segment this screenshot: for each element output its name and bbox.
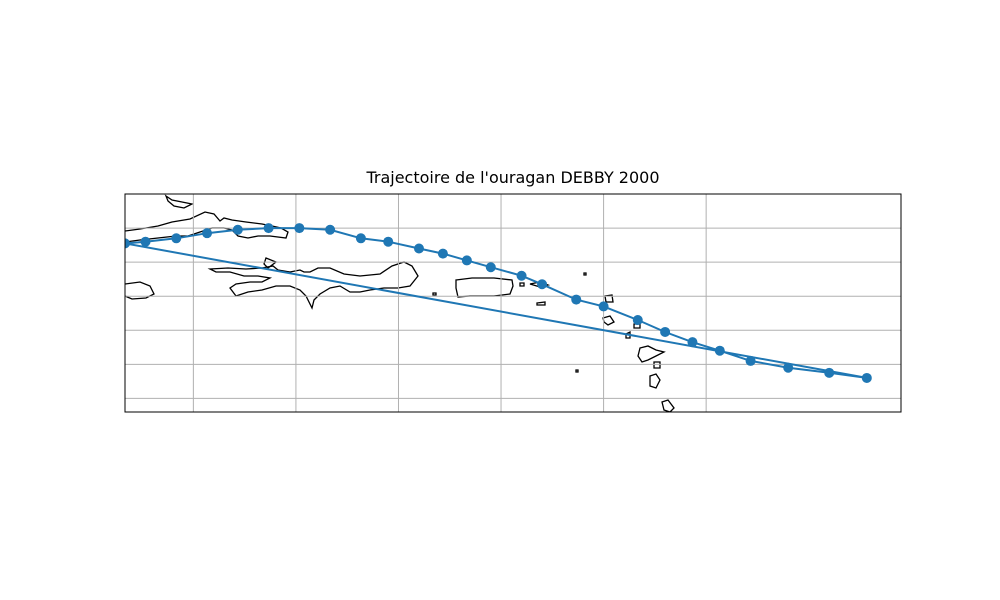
coastline-grenadines (575, 369, 579, 373)
coastline-hispaniola-isle (263, 257, 278, 269)
coastline-islet-1 (536, 301, 546, 306)
track-point-15 (413, 243, 424, 254)
track-point-25 (125, 238, 130, 249)
coastline-cuba (125, 211, 289, 243)
track-point-7 (632, 315, 643, 326)
track-point-13 (461, 255, 472, 266)
coastline-anguilla (583, 272, 587, 276)
track-point-5 (687, 337, 698, 348)
coastline-islet-3 (519, 282, 525, 287)
coastline-islet-2 (432, 292, 437, 296)
hurricane-track (125, 223, 872, 383)
track-point-18 (325, 224, 336, 235)
coastline-antigua (604, 294, 614, 303)
coastline-hispaniola (207, 261, 419, 310)
track-point-22 (202, 228, 213, 239)
coastline-st-lucia (649, 373, 661, 389)
track-point-3 (745, 355, 756, 366)
track-point-19 (294, 223, 305, 234)
track-point-9 (571, 294, 582, 305)
track-point-0 (861, 372, 872, 383)
track-point-23 (171, 233, 182, 244)
coastline-martinique (653, 361, 661, 369)
track-point-8 (598, 301, 609, 312)
track-point-12 (485, 262, 496, 273)
map-frame (124, 193, 902, 413)
track-point-16 (383, 236, 394, 247)
coastlines (125, 194, 675, 412)
track-point-4 (714, 345, 725, 356)
coastline-jamaica (125, 281, 155, 300)
coastline-montserrat (602, 315, 615, 326)
map-title: Trajectoire de l'ouragan DEBBY 2000 (366, 168, 660, 187)
coastline-puerto-rico (455, 277, 514, 298)
track-line (125, 227, 867, 379)
coastline-dominica (637, 345, 666, 363)
coastline-cuba-west (164, 194, 194, 209)
track-point-14 (437, 248, 448, 259)
track-point-17 (355, 233, 366, 244)
track-point-24 (140, 236, 151, 247)
track-point-11 (516, 270, 527, 281)
track-point-10 (537, 279, 548, 290)
track-point-2 (783, 362, 794, 373)
track-point-20 (263, 223, 274, 234)
coastline-st-vincent (661, 399, 675, 412)
coastline-guadeloupe (625, 330, 631, 339)
track-point-6 (660, 326, 671, 337)
track-point-21 (232, 224, 243, 235)
track-point-1 (824, 367, 835, 378)
